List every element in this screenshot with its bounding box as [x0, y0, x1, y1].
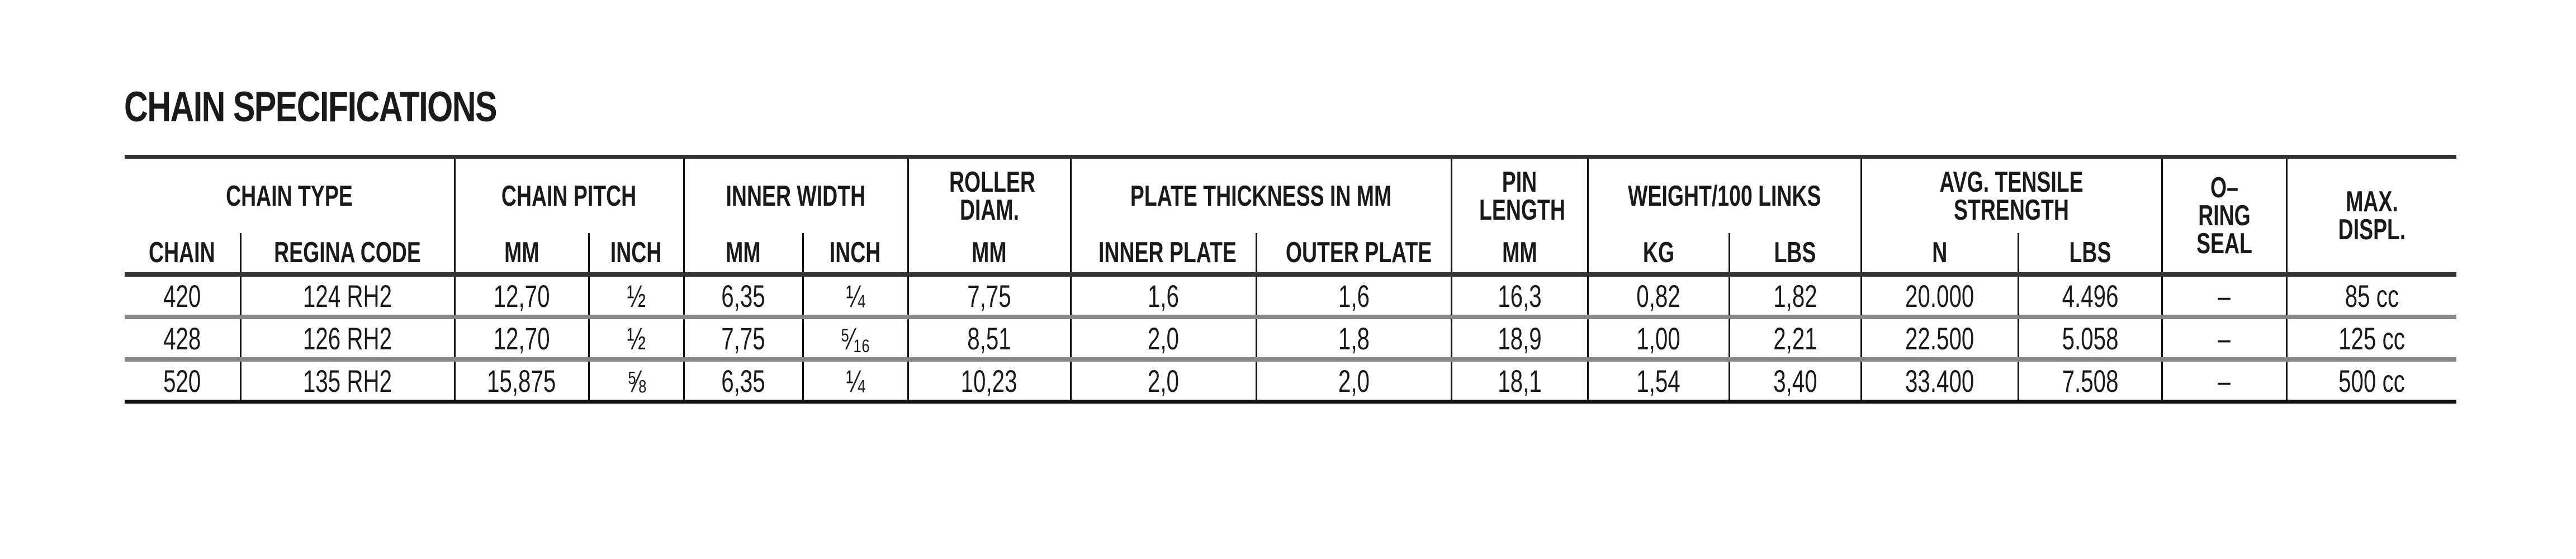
table-cell: 428: [125, 317, 240, 362]
table-cell: 124 RH2: [239, 274, 455, 319]
table-cell: 7,75: [907, 274, 1071, 319]
table-cell: ⁵⁄₁₆: [802, 317, 908, 362]
table-cell: ⅝: [588, 359, 684, 404]
table-cell: 2,0: [1069, 317, 1257, 362]
subheader: REGINA CODE: [239, 233, 455, 277]
subheader: MM: [453, 233, 589, 277]
table-cell: 1,82: [1728, 274, 1862, 319]
table-cell: 1,6: [1255, 274, 1452, 319]
table-cell: 22.500: [1860, 317, 2019, 362]
subheader: KG: [1587, 233, 1730, 277]
subheader: INCH: [802, 233, 908, 277]
header-group-row: CHAIN TYPE CHAIN PITCH INNER WIDTH ROLLE…: [125, 155, 2457, 277]
subheader: LBS: [2017, 233, 2162, 277]
subheader: OUTER PLATE: [1255, 233, 1452, 277]
header-chain-type: CHAIN TYPE: [125, 155, 455, 233]
table-cell: 6,35: [683, 274, 803, 319]
table-cell: 7,75: [683, 317, 803, 362]
table-cell: –: [2161, 317, 2287, 362]
table-row: 520 135 RH2 15,875 ⅝ 6,35 ¼ 10,23 2,0 2,0 18,1 1,5…: [125, 359, 2457, 404]
header-roller-diam: ROLLER DIAM.: [907, 155, 1071, 233]
table-cell: 12,70: [453, 274, 589, 319]
subheader: INNER PLATE: [1069, 233, 1257, 277]
table-cell: –: [2161, 274, 2287, 319]
header-chain-pitch: CHAIN PITCH: [453, 155, 684, 233]
header-plate-thickness: PLATE THICKNESS IN MM: [1069, 155, 1452, 233]
table-cell: 10,23: [907, 359, 1071, 404]
table-cell: 126 RH2: [239, 317, 455, 362]
subheader: MM: [683, 233, 803, 277]
table-cell: 4.496: [2017, 274, 2162, 319]
subheader: INCH: [588, 233, 684, 277]
table-cell: 2,0: [1069, 359, 1257, 404]
subheader-row: CHAIN REGINA CODE MM INCH MM INCH MM INN…: [125, 233, 2456, 277]
table-cell: 1,8: [1255, 317, 1452, 362]
page-title: CHAIN SPECIFICATIONS: [124, 83, 497, 131]
table-cell: ¼: [802, 359, 908, 404]
header-tensile: AVG. TENSILE STRENGTH: [1860, 155, 2162, 233]
table-cell: 1,00: [1587, 317, 1730, 362]
header-weight: WEIGHT/100 LINKS: [1587, 155, 1862, 233]
table-cell: 2,0: [1255, 359, 1452, 404]
subheader: MM: [1450, 233, 1588, 277]
table-row: 428 126 RH2 12,70 ½ 7,75 ⁵⁄₁₆ 8,51 2,0 1,8 18,9 1,…: [125, 317, 2457, 362]
table-cell: 125 cc: [2285, 317, 2457, 362]
chain-spec-table: CHAIN TYPE CHAIN PITCH INNER WIDTH ROLLE…: [125, 155, 2457, 404]
subheader: LBS: [1728, 233, 1862, 277]
table-cell: 520: [125, 359, 240, 404]
table-cell: 18,9: [1450, 317, 1588, 362]
table-cell: 15,875: [453, 359, 589, 404]
subheader: N: [1860, 233, 2019, 277]
header-inner-width: INNER WIDTH: [683, 155, 908, 233]
subheader: MM: [907, 233, 1071, 277]
table-cell: ½: [588, 317, 684, 362]
table-cell: 18,1: [1450, 359, 1588, 404]
table-cell: 12,70: [453, 317, 589, 362]
table-cell: ¼: [802, 274, 908, 319]
table-row: 420 124 RH2 12,70 ½ 6,35 ¼ 7,75 1,6 1,6 16,3 0,82 1…: [125, 274, 2457, 319]
table-cell: 85 cc: [2285, 274, 2457, 319]
table-cell: 7.508: [2017, 359, 2162, 404]
table-cell: 0,82: [1587, 274, 1730, 319]
table-cell: 3,40: [1728, 359, 1862, 404]
table-cell: 135 RH2: [239, 359, 455, 404]
table-cell: 1,6: [1069, 274, 1257, 319]
table-cell: ½: [588, 274, 684, 319]
header-max-displ: MAX. DISPL.: [2285, 155, 2457, 277]
header-oring: O–RING SEAL: [2161, 155, 2287, 277]
table-cell: 16,3: [1450, 274, 1588, 319]
table-cell: 8,51: [907, 317, 1071, 362]
table-cell: 2,21: [1728, 317, 1862, 362]
table-cell: 5.058: [2017, 317, 2162, 362]
table-cell: 33.400: [1860, 359, 2019, 404]
table-cell: 20.000: [1860, 274, 2019, 319]
subheader: CHAIN: [125, 233, 240, 277]
table-cell: 1,54: [1587, 359, 1730, 404]
table-cell: 420: [125, 274, 240, 319]
header-pin-length: PIN LENGTH: [1450, 155, 1588, 233]
table-cell: –: [2161, 359, 2287, 404]
table-cell: 6,35: [683, 359, 803, 404]
table-cell: 500 cc: [2285, 359, 2457, 404]
